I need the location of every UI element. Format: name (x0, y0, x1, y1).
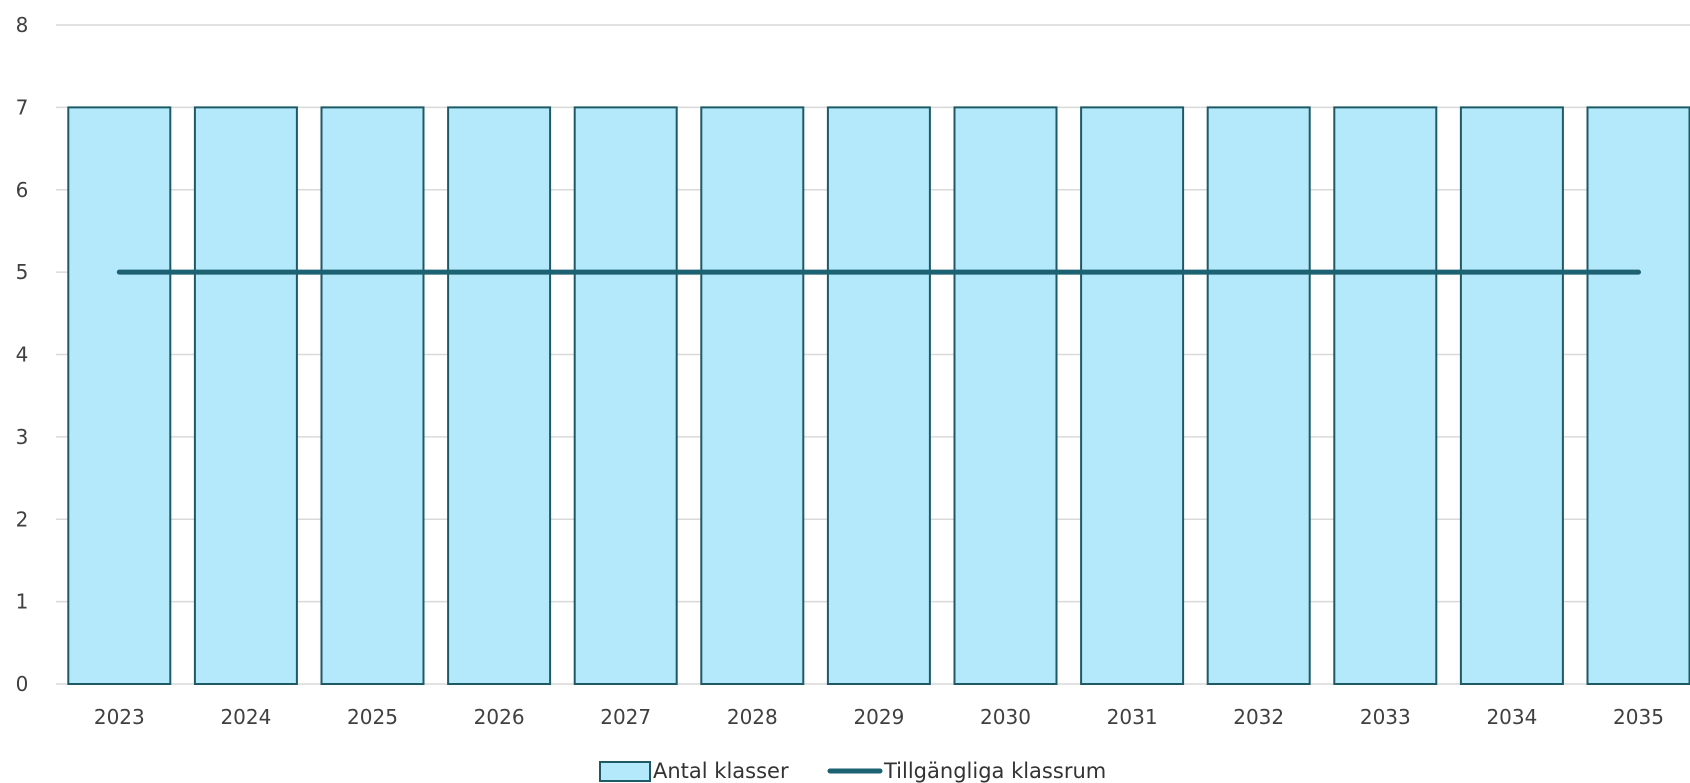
y-tick-label: 5 (16, 260, 29, 284)
x-axis-ticks: 2023 2024 2025 2026 2027 2028 2029 2030 2031 2032… (94, 705, 1664, 729)
x-tick-label: 2032 (1233, 705, 1284, 729)
bar-2032 (1206, 106, 1311, 685)
bar-2030 (953, 106, 1058, 685)
x-tick-label: 2030 (980, 705, 1031, 729)
x-tick-label: 2033 (1360, 705, 1411, 729)
x-tick-label: 2031 (1107, 705, 1158, 729)
bar-2024 (193, 106, 298, 685)
legend-swatch-bar (599, 761, 651, 782)
x-tick-label: 2027 (600, 705, 651, 729)
bar-2034 (1459, 106, 1564, 685)
x-tick-label: 2029 (853, 705, 904, 729)
y-tick-label: 1 (16, 590, 29, 614)
y-axis-ticks: 0 1 2 3 4 5 6 7 8 (16, 13, 29, 696)
x-tick-label: 2028 (727, 705, 778, 729)
y-tick-label: 8 (16, 13, 29, 37)
bar-2027 (573, 106, 678, 685)
y-tick-label: 3 (16, 425, 29, 449)
x-tick-label: 2023 (94, 705, 145, 729)
legend-label-tillgangliga-klassrum: Tillgängliga klassrum (883, 759, 1106, 783)
y-tick-label: 4 (16, 343, 29, 367)
bar-2023 (67, 106, 172, 685)
bar-2033 (1333, 106, 1438, 685)
legend-label-antal-klasser: Antal klasser (653, 759, 789, 783)
y-tick-label: 0 (16, 672, 29, 696)
bars (67, 106, 1690, 685)
bar-2031 (1080, 106, 1185, 685)
bar-2035 (1586, 106, 1690, 685)
y-tick-label: 6 (16, 178, 29, 202)
y-tick-label: 7 (16, 95, 29, 119)
x-tick-label: 2026 (474, 705, 525, 729)
y-tick-label: 2 (16, 507, 29, 531)
x-tick-label: 2025 (347, 705, 398, 729)
x-tick-label: 2024 (220, 705, 271, 729)
bar-2025 (320, 106, 425, 685)
legend: Antal klasser Tillgängliga klassrum (599, 759, 1106, 783)
bar-2028 (700, 106, 805, 685)
bar-2026 (447, 106, 552, 685)
x-tick-label: 2035 (1613, 705, 1664, 729)
bar-2029 (826, 106, 931, 685)
x-tick-label: 2034 (1486, 705, 1537, 729)
